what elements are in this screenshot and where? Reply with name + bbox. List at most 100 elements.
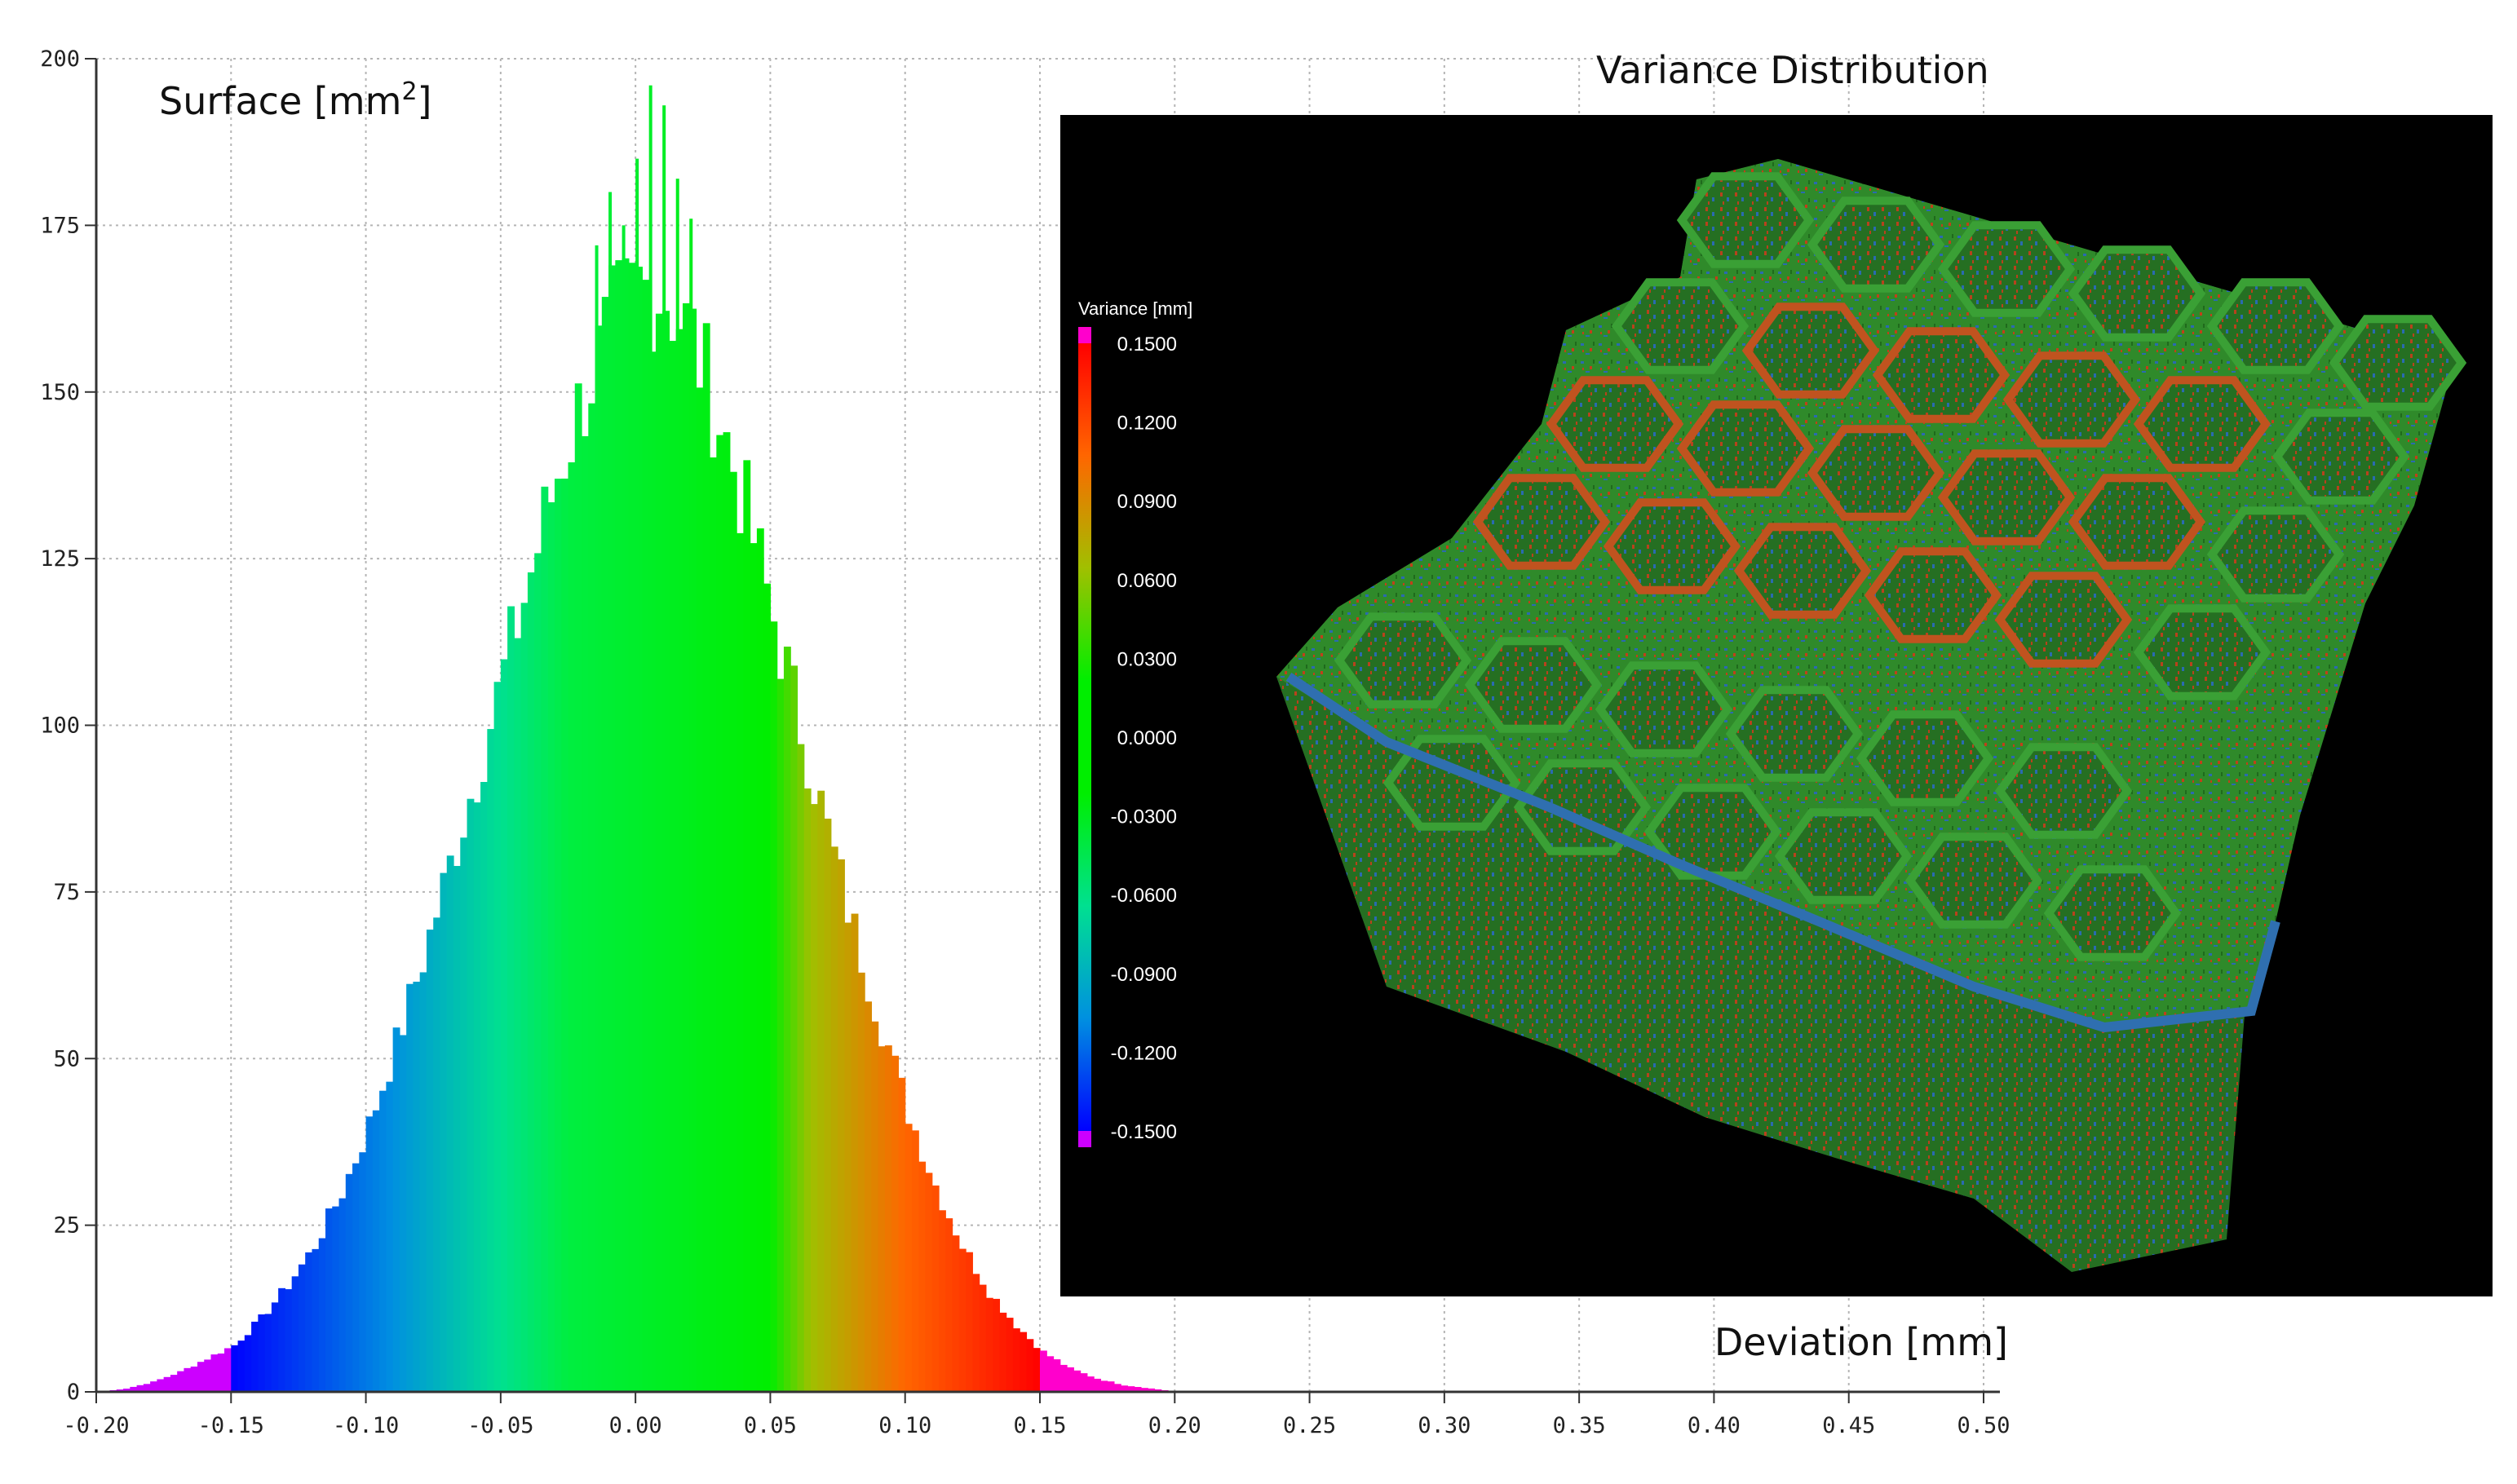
histogram-bar — [588, 403, 596, 1393]
histogram-bar — [298, 1264, 306, 1392]
histogram-bar — [305, 1252, 313, 1392]
histogram-bar — [190, 1366, 198, 1392]
x-tick-label: 0.50 — [1957, 1413, 2010, 1438]
legend-label: 0.1500 — [1117, 333, 1177, 356]
honeycomb-cell — [1864, 547, 2002, 643]
histogram-bar — [399, 1035, 407, 1392]
histogram-bar — [945, 1218, 953, 1392]
histogram-bar — [1020, 1332, 1028, 1392]
histogram-spike — [635, 158, 639, 1392]
honeycomb-cell — [1464, 637, 1603, 733]
y-tick-label: 150 — [40, 380, 80, 405]
histogram-spike — [689, 219, 693, 1393]
histogram-bar — [958, 1248, 967, 1392]
histogram-bar — [217, 1353, 225, 1392]
histogram-bar — [1059, 1364, 1068, 1392]
honeycomb-cell — [1643, 784, 1782, 880]
histogram-bar — [426, 930, 434, 1392]
histogram-bar — [669, 341, 677, 1393]
honeycomb-cell — [2068, 474, 2206, 570]
histogram-bar — [729, 471, 737, 1392]
histogram-bar — [628, 263, 636, 1392]
histogram-bar — [601, 297, 609, 1393]
histogram-bar — [460, 837, 468, 1392]
histogram-bar — [783, 647, 791, 1392]
honeycomb-cell — [1472, 474, 1611, 570]
histogram-bar — [884, 1045, 892, 1392]
histogram-bar — [682, 303, 690, 1392]
histogram-bar — [493, 682, 502, 1392]
honeycomb-cell — [2206, 278, 2345, 374]
histogram-bar — [224, 1348, 232, 1392]
histogram-bar — [1094, 1378, 1101, 1392]
legend-colorbar — [1078, 343, 1091, 1131]
histogram-bar — [251, 1321, 259, 1392]
histogram-bar — [487, 729, 495, 1392]
histogram-bar — [966, 1252, 973, 1392]
histogram-bar — [210, 1354, 219, 1392]
histogram-bar — [878, 1046, 886, 1392]
histogram-bar — [507, 606, 515, 1392]
histogram-bar — [1040, 1350, 1047, 1392]
histogram-bar — [143, 1384, 151, 1392]
histogram-bar — [1046, 1356, 1055, 1392]
x-tick-label: 0.35 — [1553, 1413, 1606, 1438]
honeycomb-cell — [1603, 498, 1741, 594]
histogram-spike — [648, 85, 652, 1393]
histogram-bar — [702, 323, 710, 1392]
histogram-bar — [406, 983, 414, 1392]
histogram-spike — [662, 105, 666, 1393]
histogram-bars — [103, 85, 1175, 1393]
histogram-bar — [770, 621, 778, 1392]
honeycomb-cell — [1676, 172, 1815, 268]
histogram-bar — [514, 638, 522, 1392]
honeycomb-cells — [1285, 172, 2467, 1033]
histogram-bar — [824, 819, 832, 1392]
legend-top-marker — [1078, 327, 1091, 343]
histogram-bar — [386, 1081, 394, 1392]
histogram-bar — [264, 1314, 272, 1392]
histogram-bar — [157, 1379, 165, 1392]
x-tick-label: 0.00 — [609, 1413, 662, 1438]
histogram-bar — [737, 532, 744, 1393]
histogram-bar — [838, 859, 845, 1392]
histogram-bar — [547, 501, 555, 1392]
x-tick-label: 0.15 — [1013, 1413, 1066, 1438]
y-tick-labels: 0 25 50 75 100 125 150 175 200 — [40, 46, 80, 1405]
y-axis-label-suffix: ] — [418, 79, 432, 123]
histogram-bar — [750, 543, 758, 1392]
y-tick-label: 50 — [53, 1046, 80, 1071]
histogram-bar — [830, 846, 838, 1392]
x-tick-label: 0.20 — [1148, 1413, 1201, 1438]
histogram-bar — [811, 804, 818, 1392]
y-tick-label: 125 — [40, 546, 80, 572]
histogram-bar — [615, 260, 623, 1392]
histogram-bar — [365, 1116, 374, 1392]
histogram-bar — [1012, 1328, 1020, 1392]
x-tick-label: 0.30 — [1418, 1413, 1471, 1438]
histogram-bar — [952, 1235, 960, 1392]
histogram-bar — [797, 744, 805, 1392]
histogram-bar — [379, 1090, 387, 1392]
histogram-bar — [177, 1371, 185, 1392]
histogram-bar — [911, 1130, 919, 1392]
histogram-spike — [608, 192, 613, 1392]
honeycomb-cell — [1725, 686, 1864, 782]
histogram-bar — [891, 1055, 900, 1392]
histogram-bar — [130, 1386, 138, 1392]
legend-label: -0.1500 — [1111, 1121, 1177, 1143]
histogram-bar — [325, 1208, 333, 1392]
honeycomb-cell — [1774, 808, 1913, 904]
histogram-bar — [655, 313, 663, 1393]
histogram-bar — [473, 802, 481, 1392]
legend-label: -0.0300 — [1111, 806, 1177, 828]
histogram-bar — [999, 1312, 1007, 1392]
histogram-bar — [918, 1161, 927, 1392]
histogram-bar — [332, 1206, 340, 1392]
histogram-spike — [622, 225, 626, 1392]
histogram-bar — [1026, 1339, 1034, 1392]
histogram-bar — [723, 432, 731, 1392]
histogram-bar — [1086, 1376, 1095, 1392]
x-tick-label: 0.10 — [878, 1413, 931, 1438]
inset-title: Variance Distribution — [1596, 48, 1989, 92]
